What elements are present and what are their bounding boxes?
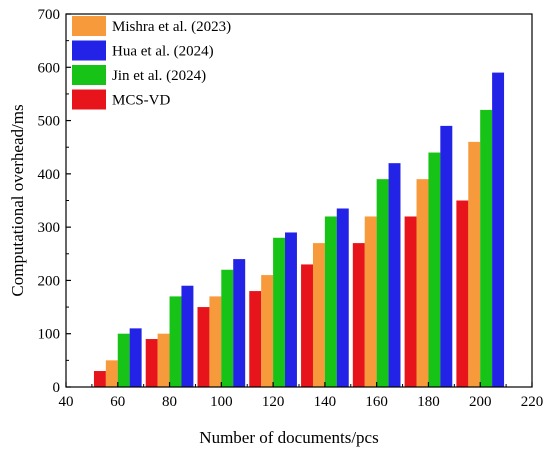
- bar-mcs-vd-100: [197, 307, 210, 387]
- bar-mcs-vd-140: [301, 264, 313, 387]
- bar-jin-et-al-2024--200: [480, 109, 493, 388]
- x-tick-label: 100: [210, 394, 233, 410]
- y-tick-label: 100: [38, 327, 61, 343]
- bar-mcs-vd-200: [456, 200, 469, 387]
- bar-jin-et-al-2024--60: [117, 333, 130, 387]
- bar-mishra-et-al-2023--200: [468, 141, 481, 387]
- bar-jin-et-al-2024--160: [376, 179, 389, 387]
- x-tick-label: 200: [469, 394, 492, 410]
- bar-mishra-et-al-2023--80: [157, 333, 170, 387]
- bar-mishra-et-al-2023--180: [416, 179, 429, 387]
- legend-item: MCS-VD: [72, 89, 171, 110]
- bar-mishra-et-al-2023--100: [209, 296, 222, 387]
- bar-mishra-et-al-2023--140: [312, 243, 325, 387]
- y-axis-title: Computational overhead/ms: [8, 104, 27, 296]
- bar-mcs-vd-120: [249, 291, 262, 387]
- bar-hua-et-al-2024--100: [233, 259, 246, 387]
- x-tick-label: 80: [162, 394, 177, 410]
- x-tick-label: 140: [314, 394, 337, 410]
- bar-hua-et-al-2024--60: [129, 328, 142, 387]
- bar-hua-et-al-2024--160: [388, 163, 401, 387]
- bar-jin-et-al-2024--80: [169, 296, 182, 387]
- legend-label: Jin et al. (2024): [112, 68, 206, 84]
- y-tick-label: 500: [38, 114, 61, 130]
- bar-mishra-et-al-2023--120: [261, 275, 274, 387]
- axes-layer: [65, 13, 533, 388]
- bar-hua-et-al-2024--180: [440, 125, 453, 388]
- bar-hua-et-al-2024--120: [285, 232, 297, 387]
- bar-jin-et-al-2024--180: [428, 152, 441, 387]
- bar-hua-et-al-2024--140: [336, 208, 349, 387]
- y-tick-label: 600: [38, 60, 61, 76]
- bar-mcs-vd-160: [352, 243, 365, 387]
- tick-labels-layer: 40 60 80 100 120 140 160 180 200 220 0 100 200 300 400…: [38, 7, 544, 410]
- bar-hua-et-al-2024--80: [181, 285, 194, 387]
- y-tick-label: 300: [38, 220, 61, 236]
- bar-mishra-et-al-2023--160: [364, 216, 377, 387]
- bar-jin-et-al-2024--120: [273, 237, 286, 387]
- bar-hua-et-al-2024--200: [492, 72, 505, 387]
- x-tick-label: 220: [521, 394, 544, 410]
- x-tick-label: 120: [262, 394, 285, 410]
- legend-label: Mishra et al. (2023): [112, 19, 231, 35]
- y-tick-label: 700: [38, 7, 61, 23]
- x-tick-label: 60: [110, 394, 125, 410]
- bars-layer: [93, 72, 505, 388]
- bar-mishra-et-al-2023--60: [105, 360, 118, 387]
- legend-item: Mishra et al. (2023): [72, 16, 231, 36]
- bar-mcs-vd-60: [93, 371, 106, 387]
- x-tick-label: 180: [417, 394, 440, 410]
- x-tick-label: 40: [59, 394, 74, 410]
- bar-mcs-vd-180: [404, 216, 417, 387]
- legend-label: MCS-VD: [112, 93, 171, 109]
- y-tick-label: 0: [53, 380, 61, 396]
- legend: Mishra et al. (2023) Hua et al. (2024) Jin…: [72, 16, 231, 110]
- x-tick-label: 160: [365, 394, 388, 410]
- bar-jin-et-al-2024--140: [324, 216, 337, 387]
- legend-item: Hua et al. (2024): [72, 40, 214, 61]
- y-tick-label: 200: [38, 273, 61, 289]
- y-tick-label: 400: [38, 167, 61, 183]
- bar-jin-et-al-2024--100: [221, 269, 234, 387]
- x-axis-title: Number of documents/pcs: [199, 428, 378, 447]
- legend-item: Jin et al. (2024): [72, 65, 206, 85]
- bar-mcs-vd-80: [145, 339, 158, 387]
- legend-label: Hua et al. (2024): [112, 44, 214, 60]
